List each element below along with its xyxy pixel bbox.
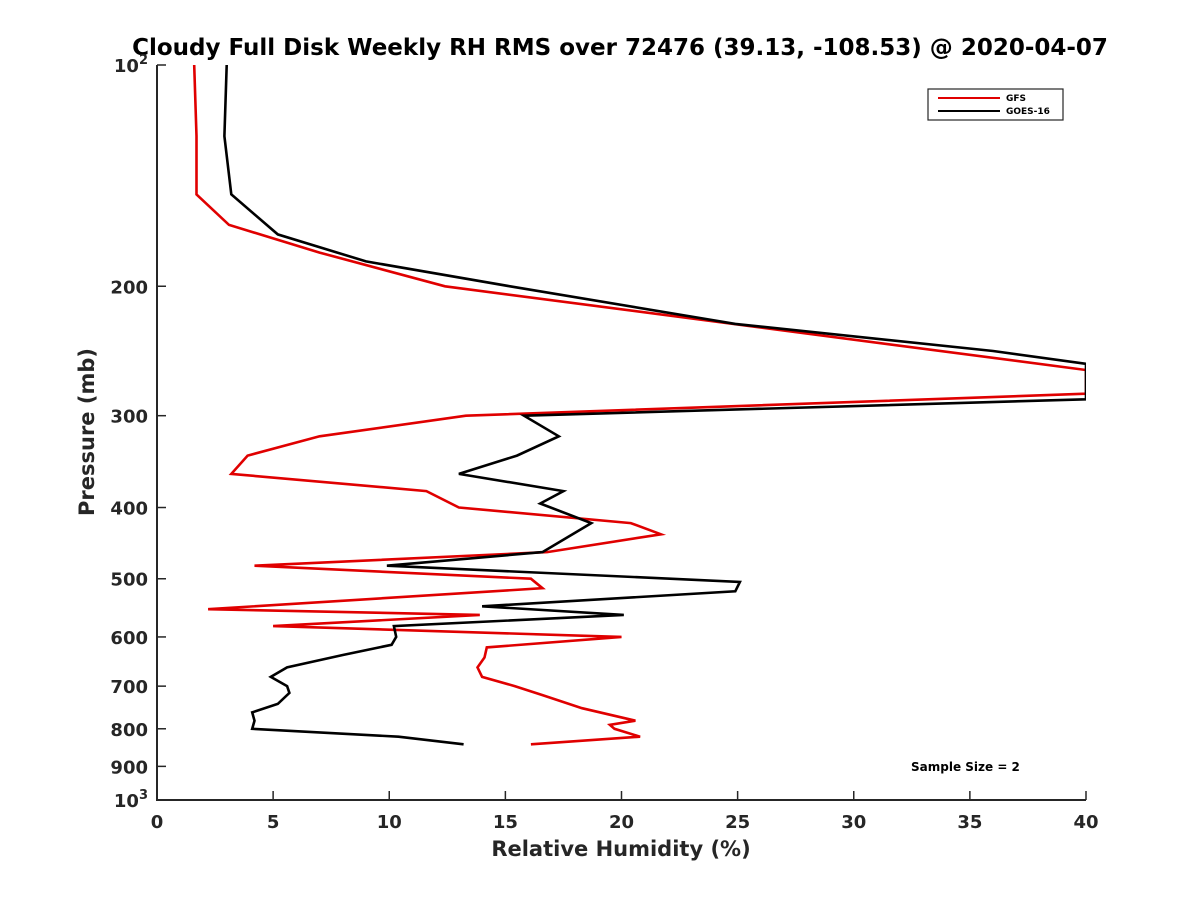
x-tick-label-8: 40: [1073, 812, 1098, 833]
legend-label-goes16: GOES-16: [1006, 107, 1050, 117]
legend: GFS GOES-16: [927, 88, 1064, 121]
series-line-gfs: [192, 65, 1086, 746]
y-axis: 102 200 300 400 500 600 700 800 900 103: [110, 53, 166, 812]
plot-area: 0 5 10 15 20 25 30 35 40 102 200 300 400 500 600 700 80…: [110, 53, 1098, 833]
x-tick-label-1: 5: [267, 812, 280, 833]
x-tick-label-5: 25: [725, 812, 750, 833]
y-tick-label-0: 102: [114, 53, 148, 77]
y-tick-label-9: 103: [114, 788, 148, 812]
legend-box: [927, 88, 1064, 121]
y-tick-label-7: 800: [110, 720, 148, 741]
x-axis: 0 5 10 15 20 25 30 35 40: [151, 791, 1099, 833]
chart-title: Cloudy Full Disk Weekly RH RMS over 7247…: [132, 35, 1108, 61]
x-tick-label-4: 20: [609, 812, 634, 833]
series-layer: [192, 65, 1086, 746]
y-tick-label-4: 500: [110, 570, 148, 591]
legend-label-gfs: GFS: [1006, 94, 1026, 104]
x-tick-label-2: 10: [377, 812, 402, 833]
x-tick-label-0: 0: [151, 812, 164, 833]
y-tick-label-5: 600: [110, 628, 148, 649]
y-tick-label-3: 400: [110, 499, 148, 520]
series-line-goes-16: [223, 65, 1086, 746]
y-tick-label-8: 900: [110, 757, 148, 778]
x-tick-label-6: 30: [841, 812, 866, 833]
y-tick-label-1: 200: [110, 277, 148, 298]
x-axis-label: Relative Humidity (%): [491, 837, 750, 861]
x-tick-label-3: 15: [493, 812, 518, 833]
y-axis-label: Pressure (mb): [75, 348, 99, 516]
y-tick-label-2: 300: [110, 407, 148, 428]
x-tick-label-7: 35: [957, 812, 982, 833]
axes-box: [156, 65, 1086, 801]
sample-size-annotation: Sample Size = 2: [911, 760, 1020, 774]
y-tick-label-6: 700: [110, 677, 148, 698]
